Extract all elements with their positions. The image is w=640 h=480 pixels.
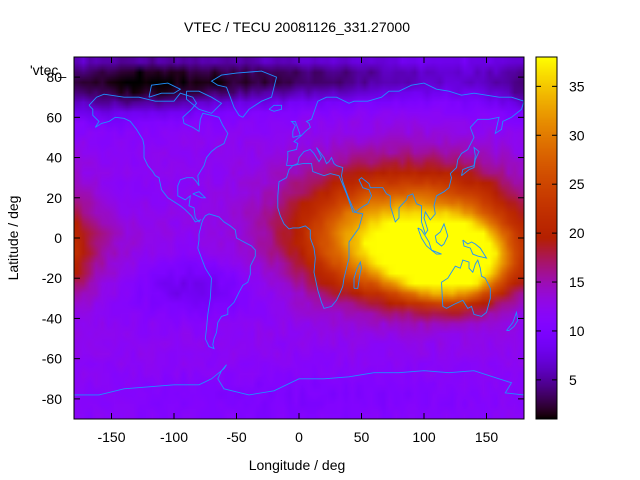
coastline [74,364,525,396]
chart-title: VTEC / TECU 20081126_331.27000 [184,19,410,35]
x-tick-label: -100 [160,429,188,445]
colorbar-ticks: 5 10 15 20 25 30 35 [536,78,585,388]
coastline [506,310,519,331]
colorbar-tick-label: 5 [569,372,577,388]
coastline [431,249,442,255]
colorbar-tick-label: 35 [569,78,585,94]
colorbar-border [535,56,558,420]
y-tick-label: -60 [42,351,62,367]
coastline [462,239,488,259]
coastline [290,120,301,138]
y-axis-ticks: -80 -60 -40 -20 0 20 40 60 80 [42,69,524,407]
x-axis-ticks: -150 -100 -50 0 50 100 150 [97,57,498,445]
y-tick-label: 0 [54,230,62,246]
coastlines [74,70,525,396]
x-tick-label: 150 [475,429,499,445]
coastline [148,82,182,98]
coastline [192,191,207,199]
y-tick-label: -40 [42,310,62,326]
key-label: 'vtec_ [30,62,66,78]
y-axis-label: Latitude / deg [5,196,21,281]
x-tick-label: 50 [354,429,370,445]
colorbar-tick-label: 30 [569,127,585,143]
coastline [441,259,491,317]
x-tick-label: 100 [412,429,436,445]
coastline [353,260,362,289]
y-tick-label: -80 [42,391,62,407]
colorbar-tick-label: 15 [569,274,585,290]
coastline [88,92,229,223]
coastline [417,227,433,252]
colorbar: 5 10 15 20 25 30 35 [535,56,585,420]
coastline [268,104,282,112]
coastline [461,146,480,177]
x-tick-label: -50 [226,429,246,445]
heatmap-plot: -150 -100 -50 0 50 100 150 -80 -60 -40 -20 0 20 40 60… [30,56,525,445]
x-tick-label: 0 [295,429,303,445]
coastline [197,213,256,350]
colorbar-gradient [536,57,557,419]
coastline [286,82,525,236]
y-tick-label: 20 [46,190,62,206]
y-tick-label: 80 [46,69,62,85]
colorbar-tick-label: 25 [569,176,585,192]
y-tick-label: 40 [46,150,62,166]
x-axis-label: Longitude / deg [249,457,346,473]
y-tick-label: 60 [46,109,62,125]
x-tick-label: -150 [97,429,125,445]
coastline [210,70,278,118]
y-tick-label: -20 [42,270,62,286]
coastline [277,163,364,309]
coastline [434,222,449,247]
colorbar-tick-label: 20 [569,225,585,241]
colorbar-tick-label: 10 [569,323,585,339]
vtec-heatmap [74,57,524,419]
coastline [186,90,223,114]
